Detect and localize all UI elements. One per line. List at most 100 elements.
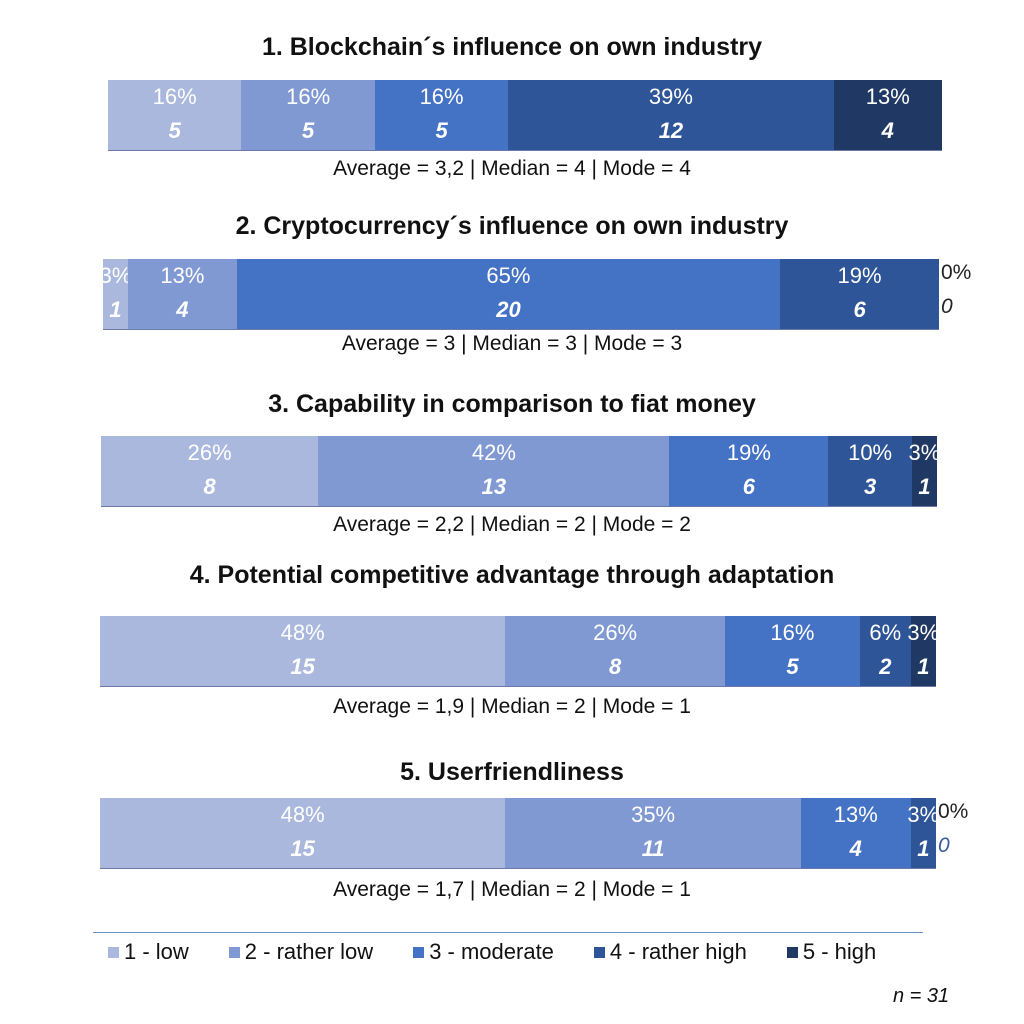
summary-statistics: Average = 3,2 | Median = 4 | Mode = 4 xyxy=(333,157,691,180)
segment-percent-label: 35% xyxy=(631,802,676,827)
bar-segment xyxy=(318,436,670,506)
segment-count-label: 4 xyxy=(849,836,862,861)
segment-percent-label: 3% xyxy=(907,802,940,827)
segment-percent-label: 26% xyxy=(593,620,638,645)
bar-segment xyxy=(108,80,242,150)
segment-count-label: 5 xyxy=(786,654,799,679)
segment-percent-label: 19% xyxy=(837,263,882,288)
segment-percent-label: 16% xyxy=(152,84,197,109)
bar-segment xyxy=(828,436,913,506)
segment-count-label: 3 xyxy=(863,474,877,499)
segment-count-label: 4 xyxy=(881,118,894,143)
panel-title: 4. Potential competitive advantage throu… xyxy=(189,561,835,589)
segment-percent-label: 6% xyxy=(869,620,902,645)
summary-statistics: Average = 1,9 | Median = 2 | Mode = 1 xyxy=(333,695,691,718)
segment-percent-label: 39% xyxy=(648,84,693,109)
segment-count-label: 5 xyxy=(168,118,181,143)
legend-label: 5 - high xyxy=(802,939,877,964)
segment-count-label: 12 xyxy=(658,118,684,143)
legend-item: 4 - rather high xyxy=(593,939,747,965)
segment-percent-label: 42% xyxy=(471,440,516,465)
bar-segment xyxy=(910,798,937,868)
legend: 1 - low 2 - rather low 3 - moderate 4 - rat… xyxy=(108,937,916,967)
segment-percent-label: 0% xyxy=(938,800,969,823)
segment-percent-label: 16% xyxy=(286,84,331,109)
bar-segment xyxy=(100,616,506,686)
segment-count-label: 6 xyxy=(742,474,756,499)
segment-percent-label: 16% xyxy=(770,620,815,645)
sample-size-note: n = 31 xyxy=(893,985,950,1007)
segment-percent-label: 0% xyxy=(941,261,972,284)
bar-segment xyxy=(800,798,912,868)
segment-percent-label: 3% xyxy=(907,620,940,645)
panel-title: 5. Userfriendliness xyxy=(400,758,624,786)
legend-swatch xyxy=(413,946,425,958)
legend-swatch xyxy=(228,946,240,958)
bar-segment xyxy=(100,798,506,868)
segment-percent-label: 13% xyxy=(160,263,205,288)
panel-title: 2. Cryptocurrency´s influence on own ind… xyxy=(235,212,789,240)
bar-segment xyxy=(374,80,509,150)
segment-count-label: 15 xyxy=(290,654,315,679)
legend-label: 3 - moderate xyxy=(429,939,554,964)
segment-count-label: 15 xyxy=(290,836,315,861)
segment-percent-label: 48% xyxy=(280,620,325,645)
segment-count-label: 0 xyxy=(938,834,950,857)
segment-count-label: 5 xyxy=(302,118,315,143)
legend-label: 4 - rather high xyxy=(609,939,747,964)
stacked-bar: 48% 15 35% 11 13% 4 3% 1 xyxy=(100,798,940,869)
stacked-bar: 26% 8 42% 13 19% 6 10% 3 3% 1 xyxy=(101,436,940,507)
bar-segment xyxy=(669,436,829,506)
bar-segment xyxy=(910,616,937,686)
panel-title: 1. Blockchain´s influence on own industr… xyxy=(261,33,763,61)
segment-count-label: 1 xyxy=(109,297,122,322)
bar-segment xyxy=(911,436,938,506)
bar-segment xyxy=(833,80,943,150)
legend-item: 5 - high xyxy=(786,939,877,965)
summary-statistics: Average = 3 | Median = 3 | Mode = 3 xyxy=(341,332,683,355)
segment-count-label: 13 xyxy=(481,474,507,499)
bar-segment xyxy=(101,436,319,506)
bar-segment xyxy=(236,259,781,329)
legend-item: 3 - moderate xyxy=(413,939,554,965)
segment-percent-label: 13% xyxy=(865,84,910,109)
segment-count-label: 8 xyxy=(608,654,622,679)
summary-statistics: Average = 1,7 | Median = 2 | Mode = 1 xyxy=(333,878,691,901)
panel-title: 3. Capability in comparison to fiat mone… xyxy=(268,390,756,418)
segment-count-label: 4 xyxy=(176,297,189,322)
stacked-bar: 16% 5 16% 5 16% 5 39% 12 13% 4 xyxy=(108,80,943,151)
segment-percent-label: 26% xyxy=(187,440,232,465)
segment-percent-label: 16% xyxy=(419,84,464,109)
segment-count-label: 11 xyxy=(641,836,665,861)
segment-count-label: 8 xyxy=(203,474,216,499)
legend-label: 1 - low xyxy=(124,939,189,964)
legend-swatch xyxy=(786,946,798,958)
legend-swatch xyxy=(108,946,119,958)
legend-label: 2 - rather low xyxy=(244,939,374,964)
bar-segment xyxy=(103,259,129,329)
segment-percent-label: 13% xyxy=(833,802,878,827)
summary-statistics: Average = 2,2 | Median = 2 | Mode = 2 xyxy=(333,513,691,536)
bar-segment xyxy=(241,80,376,150)
bar-segment xyxy=(505,616,726,686)
segment-count-label: 0 xyxy=(941,295,953,318)
segment-percent-label: 19% xyxy=(726,440,771,465)
bar-segment xyxy=(860,616,912,686)
segment-count-label: 5 xyxy=(435,118,448,143)
segment-count-label: 20 xyxy=(496,297,521,322)
segment-count-label: 1 xyxy=(917,836,930,861)
segment-percent-label: 48% xyxy=(280,802,325,827)
segment-count-label: 1 xyxy=(917,654,930,679)
legend-item: 1 - low xyxy=(108,939,189,965)
segment-count-label: 1 xyxy=(918,474,931,499)
stacked-bar: 3% 1 13% 4 65% 20 19% 6 xyxy=(99,259,940,330)
segment-count-label: 6 xyxy=(853,297,866,322)
bar-segment xyxy=(780,259,940,329)
bar-segment xyxy=(505,798,802,868)
legend-divider xyxy=(93,932,923,933)
bar-segment xyxy=(508,80,835,150)
segment-percent-label: 3% xyxy=(99,263,132,288)
legend-swatch xyxy=(593,946,605,958)
segment-percent-label: 65% xyxy=(486,263,531,288)
legend-item: 2 - rather low xyxy=(228,939,374,965)
